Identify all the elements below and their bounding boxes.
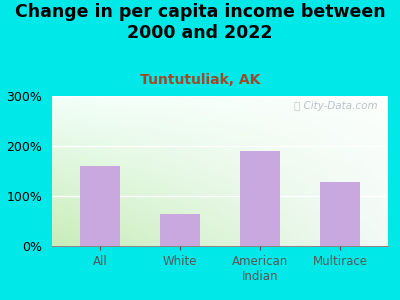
Text: ⓘ City-Data.com: ⓘ City-Data.com xyxy=(294,100,378,110)
Bar xyxy=(160,214,200,246)
Text: Tuntutuliak, AK: Tuntutuliak, AK xyxy=(140,74,260,88)
Bar xyxy=(80,166,120,246)
Bar xyxy=(320,182,360,246)
Text: Change in per capita income between
2000 and 2022: Change in per capita income between 2000… xyxy=(15,3,385,42)
Bar xyxy=(240,151,280,246)
